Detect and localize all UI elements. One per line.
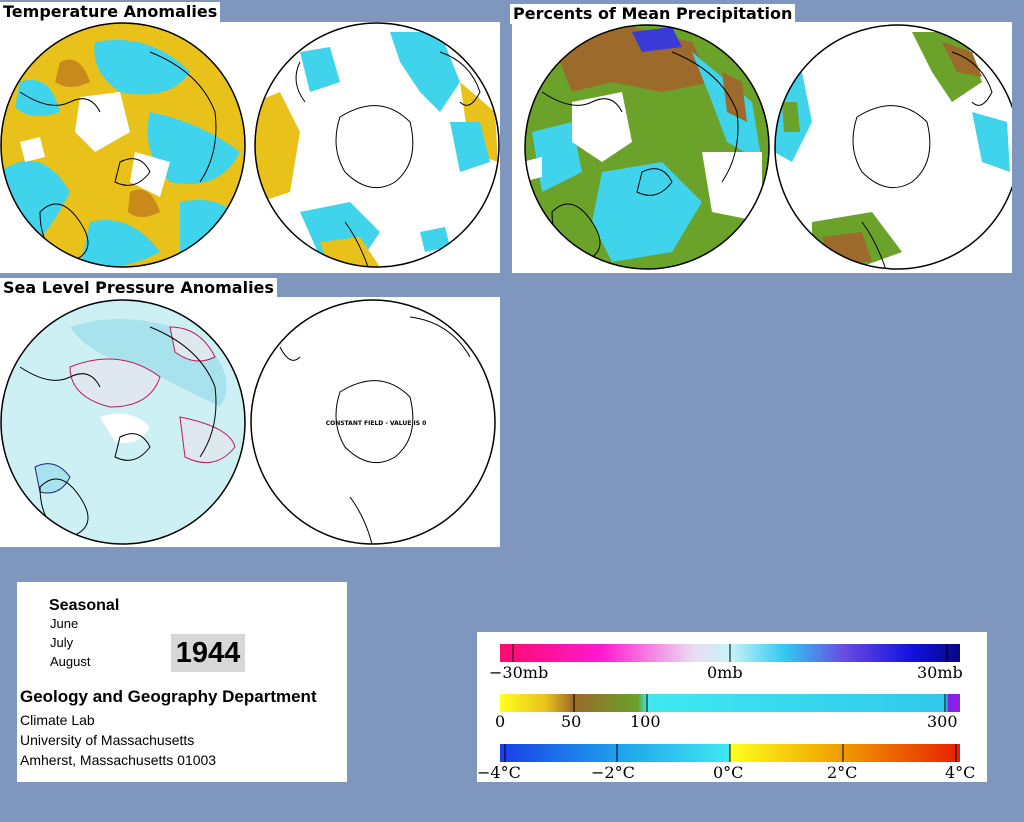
pressure-tick-2: 30mb <box>917 663 963 682</box>
temperature-panel <box>0 22 500 273</box>
address-line-3: Amherst, Massachusetts 01003 <box>20 752 217 768</box>
pressure-maps: CONSTANT FIELD - VALUE IS 0 <box>0 299 496 545</box>
precipitation-tick-2: 100 <box>630 712 661 731</box>
precipitation-northern-hemisphere <box>524 24 770 270</box>
temperature-tick-3: 2°C <box>827 763 857 782</box>
temperature-legend: −4°C −2°C 0°C 2°C 4°C <box>477 744 975 782</box>
info-box: Seasonal June July August 1944 Geology a… <box>17 582 347 782</box>
pressure-tick-1: 0mb <box>707 663 743 682</box>
month-1: June <box>50 616 79 631</box>
pressure-legend: −30mb 0mb 30mb <box>489 644 963 682</box>
year-label: 1944 <box>171 634 245 672</box>
season-label: Seasonal <box>49 597 120 614</box>
pressure-northern-hemisphere <box>0 299 246 545</box>
pressure-tick-0: −30mb <box>489 663 548 682</box>
temperature-title: Temperature Anomalies <box>0 2 221 22</box>
pressure-southern-hemisphere: CONSTANT FIELD - VALUE IS 0 <box>250 299 496 545</box>
precipitation-maps <box>524 24 1012 270</box>
constant-field-note: CONSTANT FIELD - VALUE IS 0 <box>326 420 427 427</box>
precipitation-southern-hemisphere <box>774 24 1012 270</box>
precipitation-panel <box>512 22 1012 273</box>
precipitation-legend: 0 50 100 300 <box>495 694 960 731</box>
pressure-panel: CONSTANT FIELD - VALUE IS 0 <box>0 297 500 547</box>
temperature-tick-4: 4°C <box>945 763 975 782</box>
temperature-tick-1: −2°C <box>591 763 635 782</box>
temperature-northern-hemisphere <box>0 22 246 268</box>
legend-box: −30mb 0mb 30mb 0 50 100 300 −4°C −2°C 0°… <box>477 632 987 782</box>
temperature-tick-0: −4°C <box>477 763 521 782</box>
temperature-southern-hemisphere <box>254 22 500 268</box>
address-line-1: Climate Lab <box>20 712 95 728</box>
pressure-title: Sea Level Pressure Anomalies <box>0 278 277 298</box>
precipitation-title: Percents of Mean Precipitation <box>510 4 796 24</box>
address-line-2: University of Massachusetts <box>20 732 195 748</box>
precipitation-tick-3: 300 <box>927 712 958 731</box>
month-3: August <box>50 654 91 669</box>
temperature-maps <box>0 22 500 268</box>
precipitation-tick-1: 50 <box>561 712 581 731</box>
month-2: July <box>50 635 74 650</box>
precipitation-tick-0: 0 <box>495 712 505 731</box>
department-name: Geology and Geography Department <box>20 687 317 706</box>
temperature-tick-2: 0°C <box>713 763 743 782</box>
